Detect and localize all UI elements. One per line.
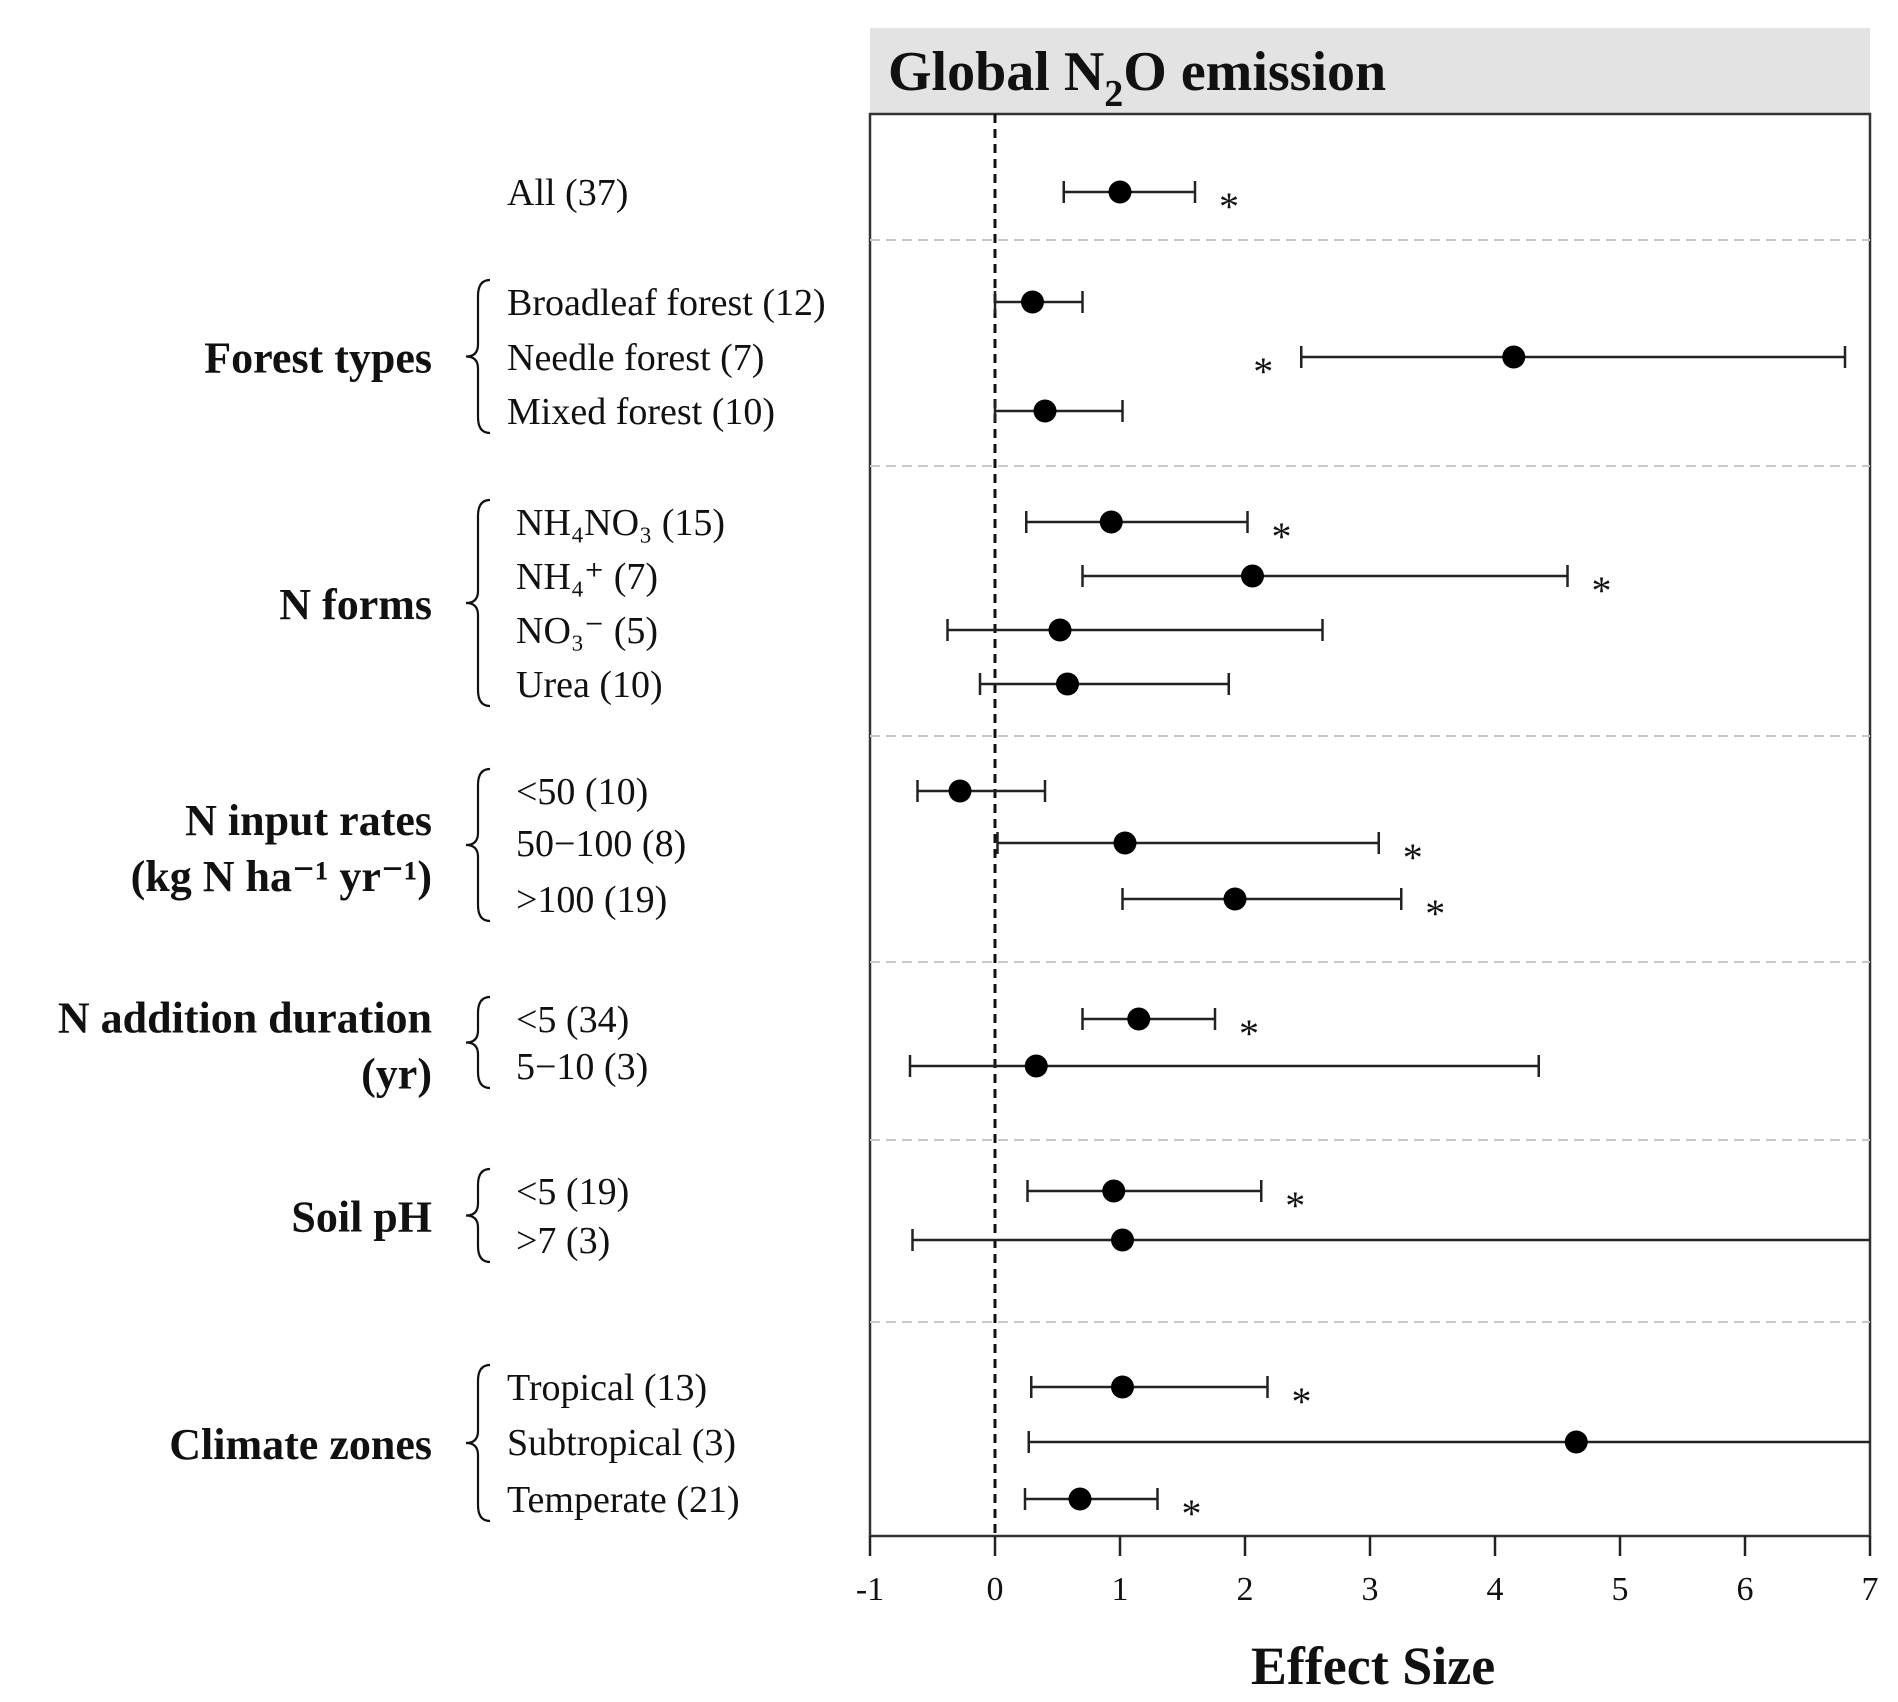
significance-star: * <box>1292 1379 1312 1424</box>
x-tick-label: 1 <box>1112 1571 1129 1608</box>
group-brace <box>465 278 491 435</box>
chart-title-prefix: Global N <box>888 41 1104 103</box>
significance-star: * <box>1253 349 1273 394</box>
group-brace <box>465 1167 491 1264</box>
row-label: <5 (34) <box>516 999 629 1041</box>
mean-point <box>1021 290 1044 314</box>
chart-title: Global N2O emission <box>888 41 1386 115</box>
mean-point <box>1111 1375 1134 1399</box>
row-label: <50 (10) <box>516 771 648 813</box>
x-tick-label: 6 <box>1737 1571 1754 1608</box>
row-label: Mixed forest (10) <box>507 391 775 433</box>
row-label: All (37) <box>507 172 628 214</box>
forest-rows: ********** <box>908 180 1870 1536</box>
group-label: Climate zones <box>169 1420 432 1469</box>
row-label: NH₄⁺ (7) <box>516 556 658 598</box>
mean-point <box>1068 1487 1092 1511</box>
row-label: <5 (19) <box>516 1171 629 1213</box>
significance-star: * <box>1182 1491 1202 1536</box>
mean-point <box>948 779 972 803</box>
row-label: 50−100 (8) <box>516 823 686 865</box>
row-label: Urea (10) <box>516 664 663 706</box>
significance-star: * <box>1425 891 1445 936</box>
mean-point <box>1056 672 1079 696</box>
mean-point <box>1033 399 1057 423</box>
mean-point <box>1048 618 1072 642</box>
mean-point <box>1113 831 1137 855</box>
mean-point <box>1502 345 1526 369</box>
significance-star: * <box>1219 184 1239 229</box>
title-bar <box>870 28 1870 114</box>
x-tick-label: 3 <box>1362 1571 1379 1608</box>
significance-star: * <box>1403 835 1423 880</box>
row-label: >7 (3) <box>516 1220 610 1262</box>
x-tick-label: 5 <box>1612 1571 1629 1608</box>
group-label: N addition duration <box>58 994 432 1043</box>
group-label-line2: (kg N ha⁻¹ yr⁻¹) <box>131 852 432 901</box>
group-brace <box>465 1363 491 1523</box>
mean-point <box>1564 1430 1588 1454</box>
row-label: 5−10 (3) <box>516 1046 648 1088</box>
group-label: Soil pH <box>291 1193 432 1242</box>
mean-point <box>1108 180 1132 204</box>
row-label: Temperate (21) <box>507 1479 740 1521</box>
row-label: NH₄NO₃ (15) <box>516 502 725 544</box>
group-label: N forms <box>279 580 432 629</box>
chart-title-suffix: O emission <box>1123 41 1386 103</box>
mean-point <box>1099 510 1123 534</box>
group-label: N input rates <box>185 796 432 845</box>
chart-title-subscript: 2 <box>1104 73 1123 115</box>
mean-point <box>1111 1228 1134 1252</box>
group-label: Forest types <box>204 334 432 383</box>
group-brace <box>465 995 491 1090</box>
group-brace <box>465 498 491 708</box>
mean-point <box>1241 564 1264 588</box>
x-tick-label: 4 <box>1487 1571 1504 1608</box>
x-axis-title: Effect Size <box>1251 1636 1495 1696</box>
x-tick-label: 2 <box>1237 1571 1254 1608</box>
x-tick-label: 0 <box>987 1571 1004 1608</box>
row-label: Needle forest (7) <box>507 337 764 379</box>
row-label: NO₃⁻ (5) <box>516 610 658 652</box>
x-tick-label: -1 <box>856 1571 884 1608</box>
x-tick-label: 7 <box>1862 1571 1879 1608</box>
row-label: >100 (19) <box>516 879 667 921</box>
group-label-line2: (yr) <box>361 1050 432 1099</box>
significance-star: * <box>1239 1011 1259 1056</box>
significance-star: * <box>1272 514 1292 559</box>
significance-star: * <box>1285 1183 1305 1228</box>
x-axis: -1 0 1 2 3 4 5 6 7 <box>856 1536 1879 1608</box>
mean-point <box>1127 1007 1151 1031</box>
group-brace <box>465 767 491 923</box>
row-label: Tropical (13) <box>507 1367 707 1409</box>
mean-point <box>1223 887 1247 911</box>
mean-point <box>1102 1179 1126 1203</box>
row-labels: All (37) Broadleaf forest (12) Needle fore… <box>58 172 826 1523</box>
significance-star: * <box>1592 568 1612 613</box>
mean-point <box>1024 1054 1048 1078</box>
row-label: Broadleaf forest (12) <box>507 282 826 324</box>
row-label: Subtropical (3) <box>507 1422 736 1464</box>
group-separators <box>870 239 1870 1323</box>
